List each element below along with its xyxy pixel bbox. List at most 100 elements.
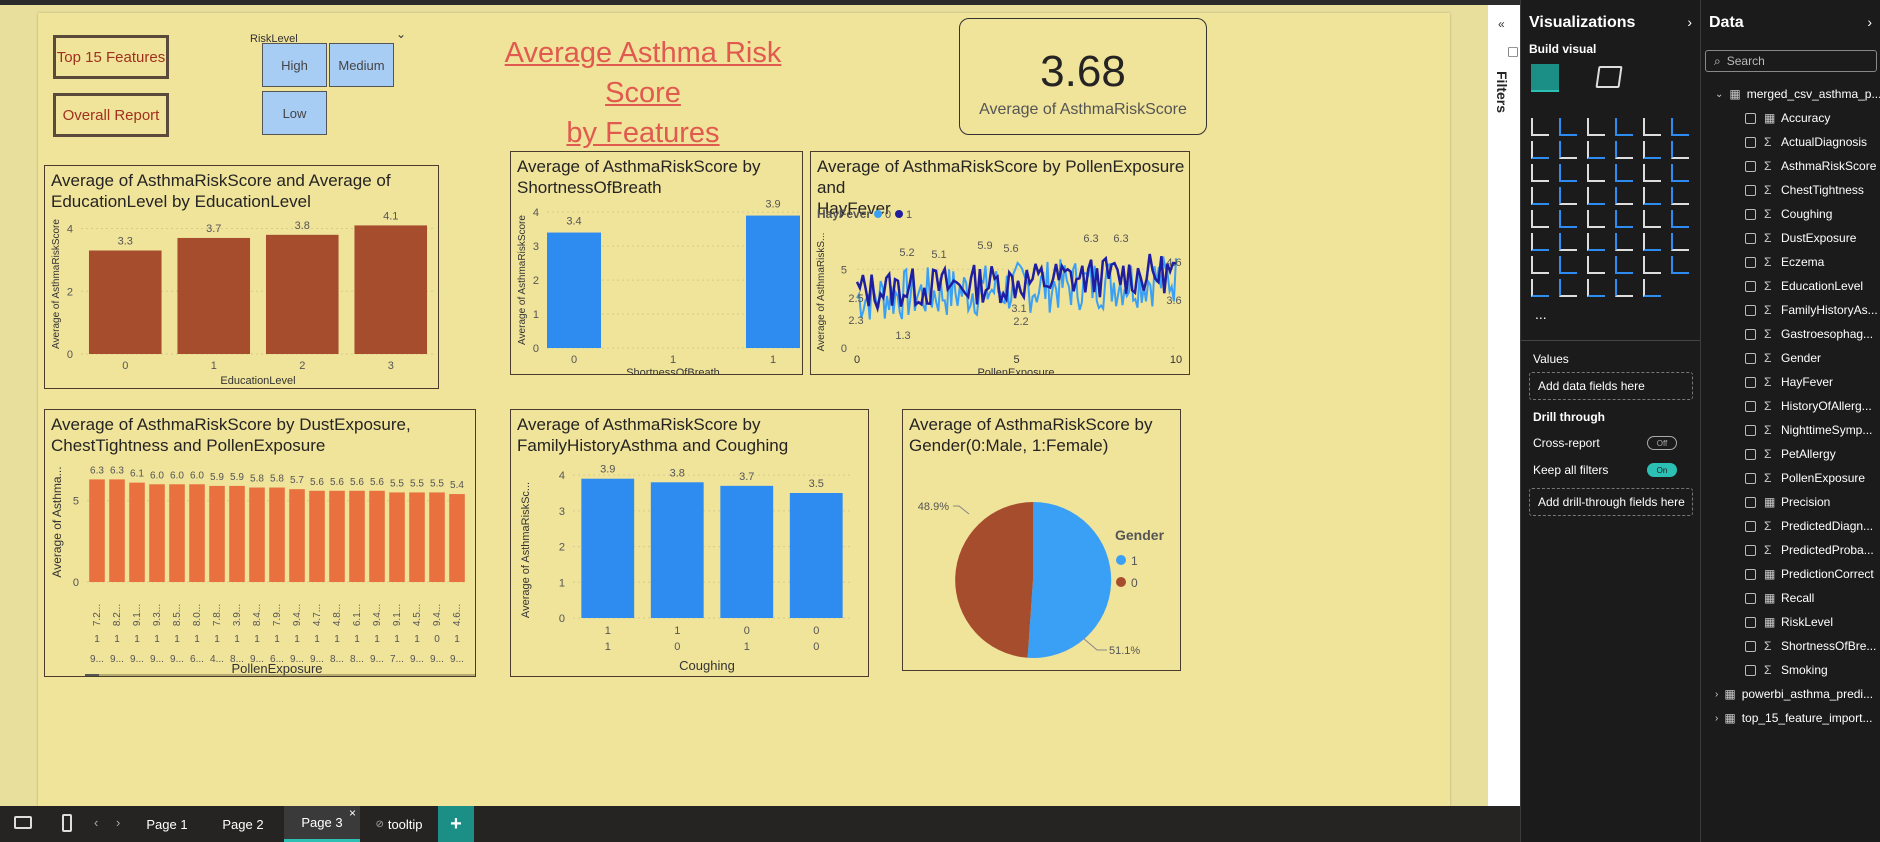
shortness-of-breath-chart[interactable]: Average of AsthmaRiskScore by ShortnessO…: [510, 151, 803, 375]
chevron-down-icon[interactable]: ⌄: [396, 27, 407, 41]
visual-type-icon[interactable]: [1559, 187, 1577, 205]
add-drill-through-well[interactable]: Add drill-through fields here: [1529, 488, 1693, 516]
visual-type-icon[interactable]: [1643, 279, 1661, 297]
field-item[interactable]: Σ HistoryOfAllerg...: [1745, 396, 1872, 416]
visual-type-icon[interactable]: [1671, 164, 1689, 182]
checkbox[interactable]: [1745, 376, 1756, 388]
visual-type-icon[interactable]: [1615, 256, 1633, 274]
visual-type-icon[interactable]: [1587, 187, 1605, 205]
checkbox[interactable]: [1745, 544, 1756, 556]
slicer-option-high[interactable]: High: [262, 43, 327, 87]
table-top-15-features[interactable]: › ▦ top_15_feature_import...: [1715, 708, 1872, 728]
visual-type-icon[interactable]: [1671, 187, 1689, 205]
checkbox[interactable]: [1745, 616, 1756, 628]
checkbox[interactable]: [1745, 664, 1756, 676]
visual-type-icon[interactable]: [1559, 118, 1577, 136]
field-item[interactable]: Σ PredictedProba...: [1745, 540, 1874, 560]
kpi-card[interactable]: 3.68 Average of AsthmaRiskScore: [959, 18, 1207, 135]
field-item[interactable]: Σ Coughing: [1745, 204, 1832, 224]
field-item[interactable]: Σ NighttimeSymp...: [1745, 420, 1872, 440]
field-item[interactable]: Σ EducationLevel: [1745, 276, 1863, 296]
visual-type-icon[interactable]: [1643, 118, 1661, 136]
visual-type-icon[interactable]: [1531, 233, 1549, 251]
visual-type-icon[interactable]: [1559, 164, 1577, 182]
visual-type-icon[interactable]: [1643, 233, 1661, 251]
visual-type-icon[interactable]: [1615, 164, 1633, 182]
visual-type-icon[interactable]: [1531, 164, 1549, 182]
tab-page-1[interactable]: Page 1: [146, 816, 188, 832]
format-visual-icon[interactable]: [1595, 66, 1623, 88]
visual-type-icon[interactable]: [1671, 233, 1689, 251]
visual-type-icon[interactable]: [1643, 187, 1661, 205]
table-build-icon[interactable]: [1531, 64, 1559, 92]
field-item[interactable]: ▦ Accuracy: [1745, 108, 1830, 128]
page-title[interactable]: Average Asthma Risk Score by Features: [478, 33, 808, 153]
visual-type-icon[interactable]: [1587, 210, 1605, 228]
checkbox[interactable]: [1745, 496, 1756, 508]
gender-pie-chart[interactable]: Average of AsthmaRiskScore by Gender(0:M…: [902, 409, 1181, 671]
visual-type-icon[interactable]: [1587, 256, 1605, 274]
visual-type-icon[interactable]: [1531, 210, 1549, 228]
field-item[interactable]: ▦ Precision: [1745, 492, 1830, 512]
top-15-features-button[interactable]: Top 15 Features: [53, 35, 169, 79]
checkbox[interactable]: [1745, 256, 1756, 268]
field-item[interactable]: Σ HayFever: [1745, 372, 1833, 392]
visual-type-icon[interactable]: [1671, 141, 1689, 159]
visual-type-icon[interactable]: [1615, 210, 1633, 228]
pollen-hayfever-chart[interactable]: Average of AsthmaRiskScore by PollenExpo…: [810, 151, 1190, 375]
family-history-chart[interactable]: Average of AsthmaRiskScore by FamilyHist…: [510, 409, 869, 677]
visual-type-icon[interactable]: [1559, 233, 1577, 251]
checkbox[interactable]: [1745, 448, 1756, 460]
field-item[interactable]: Σ ActualDiagnosis: [1745, 132, 1867, 152]
visual-type-icon[interactable]: [1671, 210, 1689, 228]
prev-page-icon[interactable]: ‹: [94, 815, 99, 830]
slicer-option-low[interactable]: Low: [262, 91, 327, 135]
checkbox[interactable]: [1745, 520, 1756, 532]
cross-report-toggle[interactable]: Off: [1647, 436, 1677, 450]
checkbox[interactable]: [1745, 424, 1756, 436]
checkbox[interactable]: [1745, 328, 1756, 340]
search-input[interactable]: ⌕ Search: [1705, 50, 1877, 72]
filters-pane-collapsed[interactable]: « Filters: [1488, 0, 1520, 806]
field-item[interactable]: Σ Smoking: [1745, 660, 1828, 680]
table-powerbi-asthma[interactable]: › ▦ powerbi_asthma_predi...: [1715, 684, 1873, 704]
visual-type-icon[interactable]: [1531, 256, 1549, 274]
field-item[interactable]: Σ PollenExposure: [1745, 468, 1865, 488]
field-item[interactable]: Σ ChestTightness: [1745, 180, 1864, 200]
dust-exposure-chart[interactable]: Average of AsthmaRiskScore by DustExposu…: [44, 409, 476, 677]
field-item[interactable]: Σ Gastroesophag...: [1745, 324, 1873, 344]
slicer-option-medium[interactable]: Medium: [329, 43, 394, 87]
visual-type-icon[interactable]: [1559, 279, 1577, 297]
checkbox[interactable]: [1745, 352, 1756, 364]
field-item[interactable]: Σ FamilyHistoryAs...: [1745, 300, 1878, 320]
visual-type-icon[interactable]: [1531, 279, 1549, 297]
overall-report-button[interactable]: Overall Report: [53, 93, 169, 137]
close-tab-icon[interactable]: ×: [348, 806, 356, 820]
collapse-icon[interactable]: «: [1498, 17, 1505, 31]
visual-type-icon[interactable]: [1671, 256, 1689, 274]
add-data-fields-well[interactable]: Add data fields here: [1529, 372, 1693, 400]
field-item[interactable]: Σ ShortnessOfBre...: [1745, 636, 1876, 656]
visual-type-icon[interactable]: [1531, 141, 1549, 159]
visual-type-icon[interactable]: [1531, 187, 1549, 205]
visual-type-icon[interactable]: [1615, 118, 1633, 136]
visual-type-icon[interactable]: [1587, 164, 1605, 182]
filters-label[interactable]: Filters: [1494, 71, 1510, 114]
field-item[interactable]: ▦ Recall: [1745, 588, 1814, 608]
visual-type-icon[interactable]: [1643, 141, 1661, 159]
visual-type-icon[interactable]: [1643, 210, 1661, 228]
add-page-button[interactable]: +: [438, 806, 474, 842]
checkbox[interactable]: [1745, 208, 1756, 220]
expand-icon[interactable]: ›: [1687, 14, 1692, 30]
field-item[interactable]: Σ Gender: [1745, 348, 1821, 368]
visual-type-icon[interactable]: [1643, 256, 1661, 274]
mobile-view-icon[interactable]: [62, 814, 72, 832]
tab-page-3[interactable]: Page 3 ×: [284, 806, 360, 842]
visual-type-icon[interactable]: [1615, 279, 1633, 297]
tab-page-2[interactable]: Page 2: [222, 816, 264, 832]
checkbox[interactable]: [1745, 112, 1756, 124]
desktop-view-icon[interactable]: [14, 816, 32, 829]
checkbox[interactable]: [1745, 640, 1756, 652]
field-item[interactable]: ▦ RiskLevel: [1745, 612, 1833, 632]
education-level-chart[interactable]: Average of AsthmaRiskScore and Average o…: [44, 165, 439, 389]
